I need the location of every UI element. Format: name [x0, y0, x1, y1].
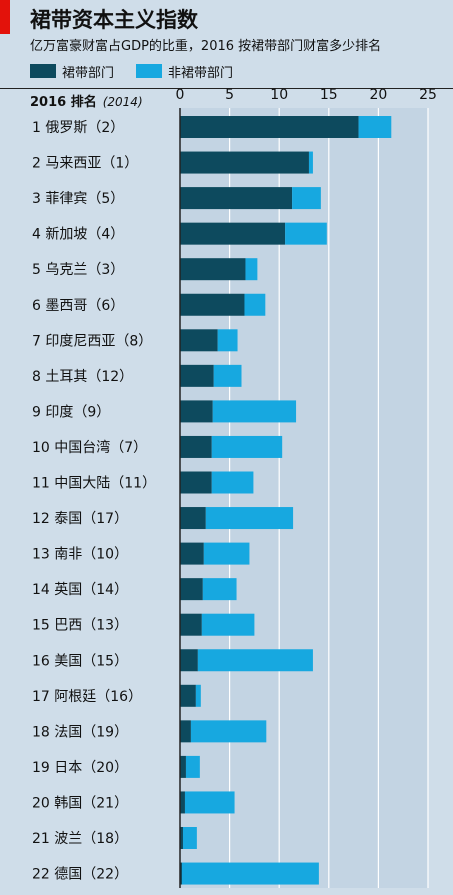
bar-crony [180, 187, 293, 210]
row-label: 21 波兰（18） [32, 831, 128, 847]
bar-crony [180, 258, 246, 281]
bar-non-crony [212, 400, 297, 423]
bar-crony [180, 720, 191, 743]
x-tick-label: 5 [225, 87, 234, 103]
row-label: 15 巴西（13） [32, 618, 128, 634]
row-label: 18 法国（19） [32, 724, 128, 740]
row-label: 16 美国（15） [32, 653, 128, 669]
bar-non-crony [213, 364, 242, 387]
x-tick-label: 10 [270, 87, 288, 103]
bar-crony [180, 542, 204, 565]
bar-crony [180, 435, 212, 458]
bar-non-crony [201, 613, 255, 636]
bar-crony [180, 862, 182, 885]
bar-crony [180, 222, 286, 245]
bar-crony [180, 151, 309, 174]
bar-crony [180, 293, 245, 316]
row-label: 10 中国台湾（7） [32, 439, 147, 456]
bar-non-crony [190, 720, 267, 743]
row-label: 7 印度尼西亚（8） [32, 333, 152, 349]
legend-swatch-crony [30, 64, 56, 78]
bar-non-crony [203, 542, 250, 565]
x-tick-label: 0 [176, 87, 185, 103]
bar-crony [180, 329, 218, 352]
bar-non-crony [211, 435, 283, 458]
bar-non-crony [217, 329, 238, 352]
x-tick-label: 15 [320, 87, 338, 103]
bar-crony [180, 578, 203, 601]
row-label: 20 韩国（21） [32, 795, 128, 811]
row-label: 9 印度（9） [32, 404, 110, 420]
bar-non-crony [202, 578, 237, 601]
legend-label-crony: 裙带部门 [62, 65, 115, 81]
bar-non-crony [245, 258, 258, 281]
x-tick-label: 25 [419, 87, 437, 103]
rank-column-header: 2016 排名 (2014) [30, 91, 143, 110]
bar-non-crony [285, 222, 327, 245]
legend-item-non-crony: 非裙带部门 [136, 62, 233, 81]
row-label: 8 土耳其（12） [32, 369, 133, 385]
brand-accent-bar [0, 0, 10, 34]
bar-non-crony [185, 755, 200, 778]
bar-crony [180, 791, 185, 814]
row-label: 19 日本（20） [32, 760, 128, 776]
legend-swatch-non-crony [136, 64, 163, 78]
chart-subtitle: 亿万富豪财富占GDP的比重，2016 按裙带部门财富多少排名 [30, 39, 382, 54]
bar-non-crony [211, 471, 254, 494]
bar-non-crony [244, 293, 266, 316]
row-label: 11 中国大陆（11） [32, 476, 156, 492]
row-label: 13 南非（10） [32, 547, 128, 563]
bar-non-crony [197, 649, 313, 672]
bar-crony [180, 827, 183, 849]
row-label: 14 英国（14） [32, 581, 128, 598]
rank-column-note: (2014) [102, 95, 143, 109]
bar-non-crony [308, 151, 313, 174]
row-label: 4 新加坡（4） [32, 227, 124, 243]
row-label: 22 德国（22） [32, 867, 128, 883]
bar-non-crony [292, 187, 321, 210]
bar-non-crony [195, 684, 201, 707]
bar-crony [180, 116, 359, 138]
bar-non-crony [182, 827, 197, 849]
legend: 裙带部门 非裙带部门 [30, 62, 255, 81]
row-label: 6 墨西哥（6） [32, 298, 124, 314]
bar-crony [180, 649, 198, 672]
bar-crony [180, 364, 214, 387]
x-tick-label: 20 [369, 87, 387, 103]
legend-label-non-crony: 非裙带部门 [168, 65, 234, 81]
row-label: 1 俄罗斯（2） [32, 120, 124, 136]
bar-crony [180, 755, 186, 778]
legend-item-crony: 裙带部门 [30, 62, 114, 81]
row-label: 17 阿根廷（16） [32, 689, 142, 705]
bar-non-crony [181, 862, 319, 885]
row-label: 12 泰国（17） [32, 511, 128, 527]
bar-crony [180, 613, 202, 636]
bar-crony [180, 684, 196, 707]
row-label: 5 乌克兰（3） [32, 262, 124, 278]
bar-crony [180, 507, 206, 530]
bar-non-crony [184, 791, 235, 814]
bar-non-crony [358, 116, 392, 138]
row-label: 3 菲律宾（5） [32, 191, 124, 207]
row-label: 2 马来西亚（1） [32, 156, 138, 172]
bar-crony [180, 471, 212, 494]
rank-column-title: 2016 排名 [30, 95, 97, 110]
header-divider [0, 88, 453, 89]
bar-non-crony [205, 507, 294, 530]
bar-crony [180, 400, 213, 423]
chart-title: 裙带资本主义指数 [30, 8, 198, 32]
